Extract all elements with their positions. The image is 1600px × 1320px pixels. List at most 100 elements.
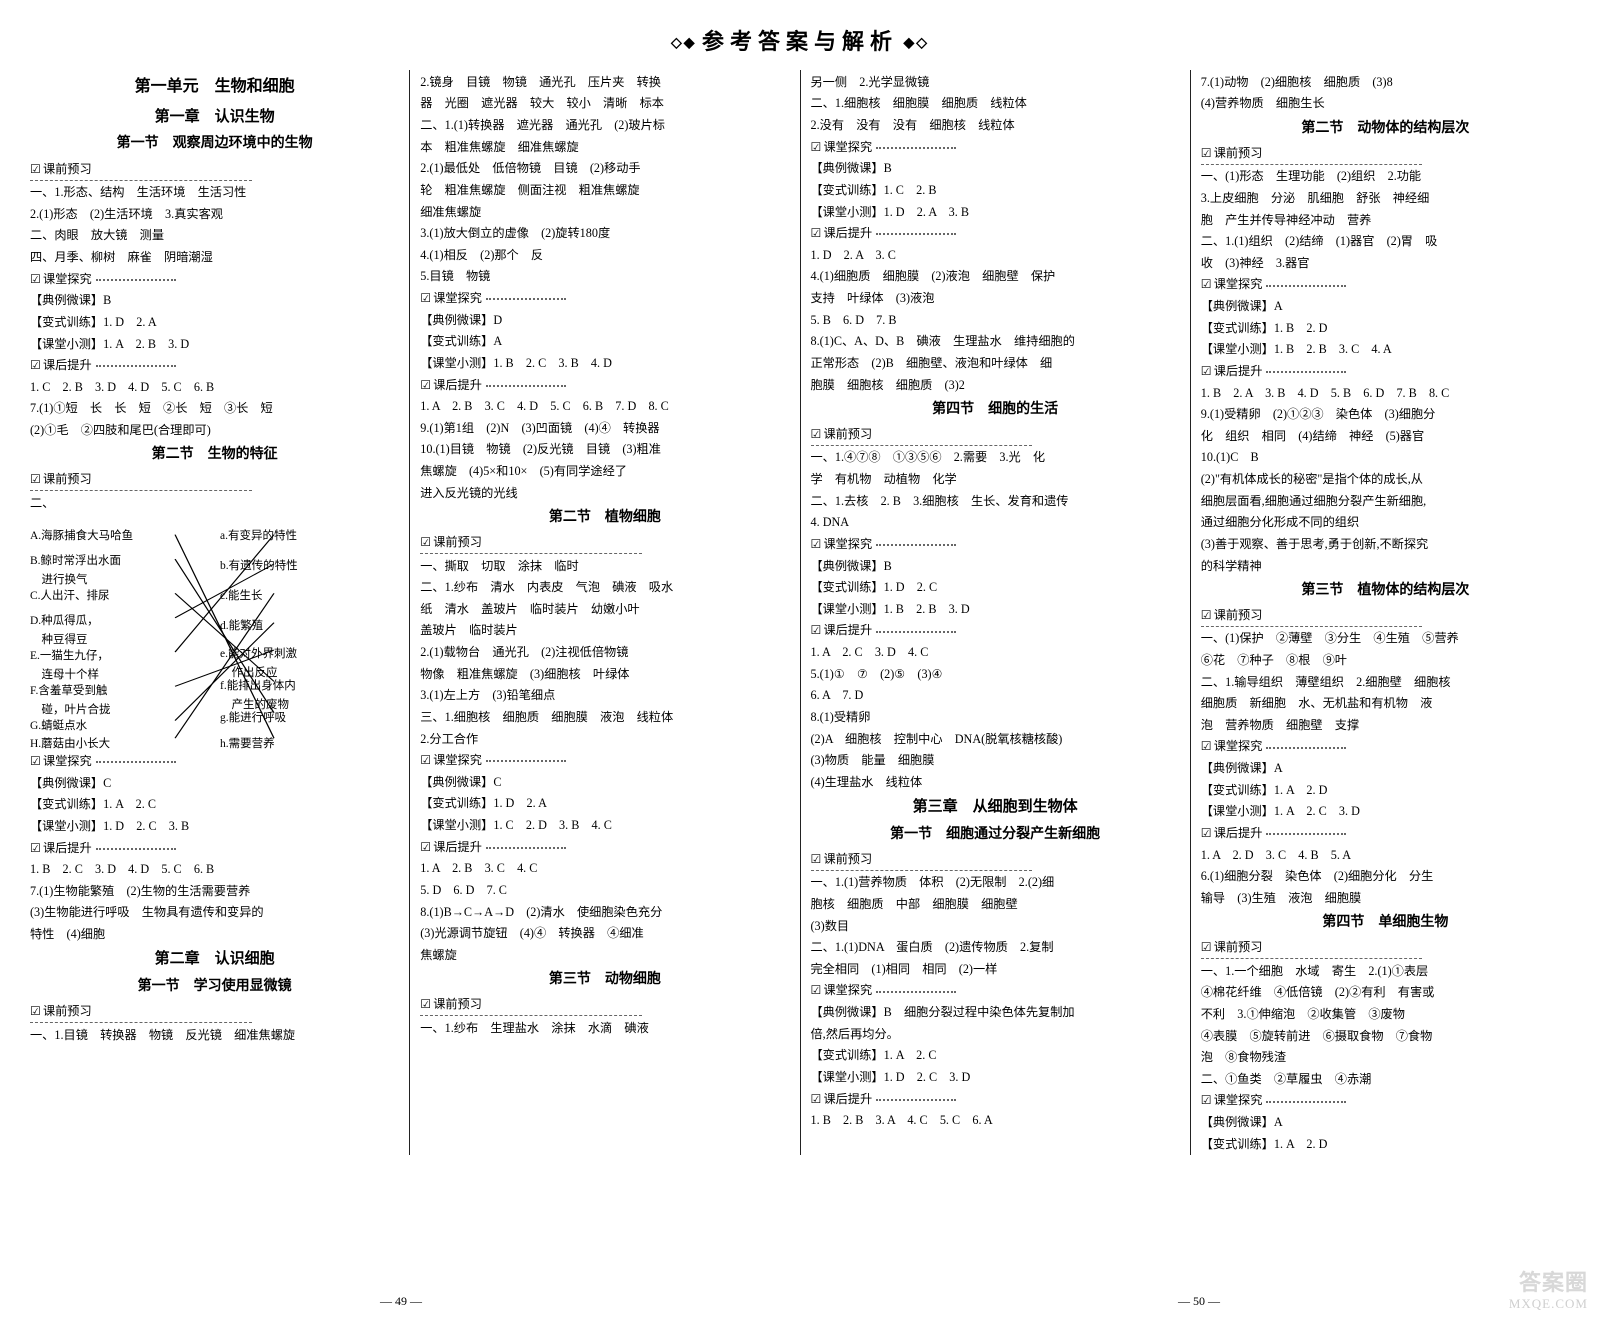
explore-header: 课堂探究 (1201, 1093, 1263, 1107)
class-quiz: 【课堂小测】1. D 2. C 3. B (30, 816, 399, 836)
class-quiz: 【课堂小测】1. D 2. A 3. B (811, 202, 1180, 222)
line: 胞膜 细胞核 细胞质 (3)2 (811, 375, 1180, 395)
section-2-2: 第二节 植物细胞 (420, 506, 789, 529)
line: 一、(1)保护 ②薄壁 ③分生 ④生殖 ⑤营养 (1201, 628, 1570, 648)
line: 不利 3.①伸缩泡 ②收集管 ③废物 (1201, 1004, 1570, 1024)
divider (30, 490, 252, 491)
line: 焦螺旋 (4)5×和10× (5)有同学途经了 (420, 461, 789, 481)
line: 6. A 7. D (811, 685, 1180, 705)
line: 2.分工合作 (420, 729, 789, 749)
line: 10.(1)目镜 物镜 (2)反光镜 目镜 (3)粗准 (420, 439, 789, 459)
wavy-underline (876, 147, 956, 149)
variant-practice: 【变式训练】A (420, 331, 789, 351)
wavy-underline (1266, 833, 1346, 835)
line: 一、1.④⑦⑧ ①③⑤⑥ 2.需要 3.光 化 (811, 447, 1180, 467)
wavy-underline (876, 233, 956, 235)
line: 化 组织 相同 (4)结缔 神经 (5)器官 (1201, 426, 1570, 446)
preview-header: 课前预习 (811, 427, 873, 441)
line: 二、 (30, 493, 399, 513)
line: 纸 清水 盖玻片 临时装片 幼嫩小叶 (420, 599, 789, 619)
wavy-underline (96, 279, 176, 281)
line: 7.(1)动物 (2)细胞核 细胞质 (3)8 (1201, 72, 1570, 92)
example-lesson: 【典例微课】A (1201, 296, 1570, 316)
explore-header: 课堂探究 (1201, 739, 1263, 753)
section-1-1: 第一节 观察周边环境中的生物 (30, 132, 399, 155)
wavy-underline (876, 1099, 956, 1101)
line: 4. DNA (811, 512, 1180, 532)
line: 轮 粗准焦螺旋 侧面注视 粗准焦螺旋 (420, 180, 789, 200)
post-header: 课后提升 (30, 841, 92, 855)
variant-practice: 【变式训练】1. A 2. C (30, 794, 399, 814)
preview-header: 课前预习 (30, 162, 92, 176)
variant-practice: 【变式训练】1. B 2. D (1201, 318, 1570, 338)
line: (2)"有机体成长的秘密"是指个体的成长,从 (1201, 469, 1570, 489)
line: 二、1.纱布 清水 内表皮 气泡 碘液 吸水 (420, 577, 789, 597)
explore-header: 课堂探究 (811, 140, 873, 154)
line: 收 (3)神经 3.器官 (1201, 253, 1570, 273)
line: ④棉花纤维 ④低倍镜 (2)②有利 有害或 (1201, 982, 1570, 1002)
line: 1. B 2. B 3. A 4. C 5. C 6. A (811, 1110, 1180, 1130)
variant-practice: 【变式训练】1. D 2. A (30, 312, 399, 332)
class-quiz: 【课堂小测】1. D 2. C 3. D (811, 1067, 1180, 1087)
post-header: 课后提升 (30, 358, 92, 372)
main-columns: 第一单元 生物和细胞 第一章 认识生物 第一节 观察周边环境中的生物 课前预习 … (0, 70, 1600, 1155)
line: 7.(1)生物能繁殖 (2)生物的生活需要营养 (30, 881, 399, 901)
variant-practice: 【变式训练】1. A 2. C (811, 1045, 1180, 1065)
line: 二、1.去核 2. B 3.细胞核 生长、发育和遗传 (811, 491, 1180, 511)
line: 2.(1)形态 (2)生活环境 3.真实客观 (30, 204, 399, 224)
divider (420, 1015, 642, 1016)
divider (1201, 958, 1423, 959)
divider (811, 445, 1033, 446)
line: (2)①毛 ②四肢和尾巴(合理即可) (30, 420, 399, 440)
diagram-left-node: B.鲸时常浮出水面 进行换气 (30, 552, 121, 590)
line: 胞 产生并传导神经冲动 营养 (1201, 210, 1570, 230)
wavy-underline (486, 847, 566, 849)
diagram-left-node: A.海豚捕食大马哈鱼 (30, 527, 133, 546)
class-quiz: 【课堂小测】1. B 2. B 3. C 4. A (1201, 339, 1570, 359)
section-2-4: 第四节 细胞的生活 (811, 398, 1180, 421)
diagram-right-node: c.能生长 (220, 587, 262, 606)
column-2: 2.镜身 目镜 物镜 通光孔 压片夹 转换 器 光圈 遮光器 较大 较小 清晰 … (410, 70, 800, 1155)
line: ⑥花 ⑦种子 ⑧根 ⑨叶 (1201, 650, 1570, 670)
preview-header: 课前预习 (30, 472, 92, 486)
diagram-left-node: E.一猫生九仔， 连母十个样 (30, 647, 109, 685)
variant-practice: 【变式训练】1. C 2. B (811, 180, 1180, 200)
line: 通过细胞分化形成不同的组织 (1201, 512, 1570, 532)
preview-header: 课前预习 (420, 997, 482, 1011)
section-3-2: 第二节 动物体的结构层次 (1201, 117, 1570, 140)
line: 3.(1)左上方 (3)铅笔细点 (420, 685, 789, 705)
diagram-right-node: b.有遗传的特性 (220, 557, 298, 576)
line: 支持 叶绿体 (3)液泡 (811, 288, 1180, 308)
line: 正常形态 (2)B 细胞壁、液泡和叶绿体 细 (811, 353, 1180, 373)
example-lesson: 【典例微课】B (811, 158, 1180, 178)
line: 四、月季、柳树 麻雀 阴暗潮湿 (30, 247, 399, 267)
divider (30, 180, 252, 181)
wavy-underline (876, 631, 956, 633)
section-1-2: 第二节 生物的特征 (30, 443, 399, 466)
line: 倍,然后再均分。 (811, 1024, 1180, 1044)
class-quiz: 【课堂小测】1. B 2. B 3. D (811, 599, 1180, 619)
line: 器 光圈 遮光器 较大 较小 清晰 标本 (420, 93, 789, 113)
preview-header: 课前预习 (420, 535, 482, 549)
class-quiz: 【课堂小测】1. B 2. C 3. B 4. D (420, 353, 789, 373)
wavy-underline (1266, 747, 1346, 749)
diagram-left-node: G.蜻蜓点水 (30, 717, 87, 736)
page-number-49: — 49 — (380, 1292, 422, 1312)
wavy-underline (1266, 1101, 1346, 1103)
line: 焦螺旋 (420, 945, 789, 965)
post-header: 课后提升 (420, 840, 482, 854)
post-header: 课后提升 (1201, 364, 1263, 378)
line: 二、1.(1)转换器 遮光器 通光孔 (2)玻片标 (420, 115, 789, 135)
divider (30, 1022, 252, 1023)
line: 进入反光镜的光线 (420, 483, 789, 503)
diagram-left-node: H.蘑菇由小长大 (30, 735, 110, 754)
line: 三、1.细胞核 细胞质 细胞膜 液泡 线粒体 (420, 707, 789, 727)
post-header: 课后提升 (811, 623, 873, 637)
line: 的科学精神 (1201, 556, 1570, 576)
line: 一、1.纱布 生理盐水 涂抹 水滴 碘液 (420, 1018, 789, 1038)
line: 2.(1)最低处 低倍物镜 目镜 (2)移动手 (420, 158, 789, 178)
line: 一、1.一个细胞 水域 寄生 2.(1)①表层 (1201, 961, 1570, 981)
diagram-left-node: C.人出汗、排尿 (30, 587, 110, 606)
explore-header: 课堂探究 (811, 983, 873, 997)
line: 1. A 2. B 3. C 4. C (420, 858, 789, 878)
